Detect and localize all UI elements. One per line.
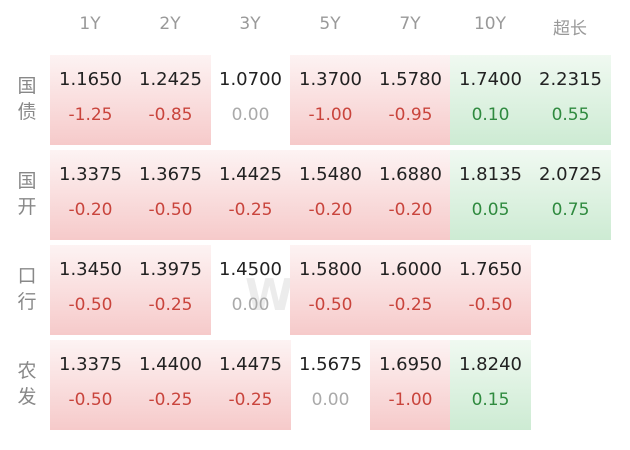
- cell: 1.2425 -0.85: [130, 55, 211, 145]
- change-value: -0.50: [68, 390, 113, 410]
- change-value: -0.95: [388, 105, 433, 125]
- cell: 1.6000 -0.25: [370, 245, 451, 335]
- change-value: -0.20: [308, 200, 353, 220]
- yield-value: 1.6880: [379, 164, 442, 185]
- yield-value: 2.2315: [539, 69, 602, 90]
- column-header: 2Y: [159, 14, 181, 34]
- yield-value: 1.4400: [139, 354, 202, 375]
- cell: 1.7400 0.10: [450, 55, 531, 145]
- yield-value: 1.6950: [379, 354, 442, 375]
- yield-value: 1.7400: [459, 69, 522, 90]
- change-value: 0.00: [311, 390, 350, 410]
- change-value: -0.50: [68, 295, 113, 315]
- yield-value: 1.8240: [459, 354, 522, 375]
- cell: 1.5800 -0.50: [290, 245, 371, 335]
- cell: 1.8135 0.05: [450, 150, 531, 240]
- change-value: -0.50: [308, 295, 353, 315]
- change-value: -0.25: [228, 390, 273, 410]
- row-label: 国债: [17, 75, 37, 123]
- change-value: 0.10: [471, 105, 510, 125]
- cell: 1.3450 -0.50: [50, 245, 131, 335]
- cell: 1.6950 -1.00: [370, 340, 451, 430]
- yield-value: 2.0725: [539, 164, 602, 185]
- row-label: 国开: [17, 170, 37, 218]
- cell: 1.5480 -0.20: [290, 150, 371, 240]
- cell: 1.3975 -0.25: [130, 245, 211, 335]
- cell: 1.8240 0.15: [450, 340, 531, 430]
- change-value: -1.00: [388, 390, 433, 410]
- change-value: -1.00: [308, 105, 353, 125]
- yield-value: 1.5675: [299, 354, 362, 375]
- yield-value: 1.3975: [139, 259, 202, 280]
- change-value: 0.15: [471, 390, 510, 410]
- change-value: -0.20: [388, 200, 433, 220]
- change-value: -0.25: [148, 390, 193, 410]
- change-value: 0.05: [471, 200, 510, 220]
- yield-value: 1.3375: [59, 164, 122, 185]
- cell: 1.7650 -0.50: [450, 245, 531, 335]
- cell: 1.3675 -0.50: [130, 150, 211, 240]
- cell: 1.1650 -1.25: [50, 55, 131, 145]
- column-header: 超长: [553, 19, 587, 39]
- change-value: 0.00: [231, 105, 270, 125]
- yield-value: 1.3675: [139, 164, 202, 185]
- yield-value: 1.1650: [59, 69, 122, 90]
- cell: 1.4400 -0.25: [130, 340, 211, 430]
- cell: 2.0725 0.75: [530, 150, 611, 240]
- change-value: -1.25: [68, 105, 113, 125]
- change-value: -0.25: [148, 295, 193, 315]
- column-header: 10Y: [473, 14, 507, 34]
- change-value: 0.55: [551, 105, 590, 125]
- yield-value: 1.4500: [219, 259, 282, 280]
- yield-value: 1.4475: [219, 354, 282, 375]
- column-header: 1Y: [79, 14, 101, 34]
- change-value: -0.85: [148, 105, 193, 125]
- change-value: -0.50: [468, 295, 513, 315]
- cell: 1.3375 -0.20: [50, 150, 131, 240]
- column-header: 3Y: [239, 14, 261, 34]
- change-value: -0.25: [388, 295, 433, 315]
- cell: 1.4475 -0.25: [210, 340, 291, 430]
- column-header: 5Y: [319, 14, 341, 34]
- cell: 1.4500 0.00: [210, 245, 291, 335]
- change-value: -0.50: [148, 200, 193, 220]
- column-header: 7Y: [399, 14, 421, 34]
- cell: 1.3700 -1.00: [290, 55, 371, 145]
- yield-value: 1.8135: [459, 164, 522, 185]
- cell: 2.2315 0.55: [530, 55, 611, 145]
- yield-value: 1.4425: [219, 164, 282, 185]
- cell: 1.5675 0.00: [290, 340, 371, 430]
- yield-value: 1.0700: [219, 69, 282, 90]
- cell: 1.0700 0.00: [210, 55, 291, 145]
- yield-value: 1.3700: [299, 69, 362, 90]
- yield-value: 1.5480: [299, 164, 362, 185]
- yield-value: 1.7650: [459, 259, 522, 280]
- change-value: -0.20: [68, 200, 113, 220]
- cell: 1.3375 -0.50: [50, 340, 131, 430]
- yield-value: 1.2425: [139, 69, 202, 90]
- change-value: -0.25: [228, 200, 273, 220]
- yield-value: 1.5800: [299, 259, 362, 280]
- row-label: 口行: [17, 265, 37, 313]
- change-value: 0.75: [551, 200, 590, 220]
- cell: 1.5780 -0.95: [370, 55, 451, 145]
- cell: 1.6880 -0.20: [370, 150, 451, 240]
- yield-value: 1.6000: [379, 259, 442, 280]
- yield-value: 1.5780: [379, 69, 442, 90]
- yield-value: 1.3450: [59, 259, 122, 280]
- change-value: 0.00: [231, 295, 270, 315]
- cell: 1.4425 -0.25: [210, 150, 291, 240]
- yield-value: 1.3375: [59, 354, 122, 375]
- row-label: 农发: [17, 360, 37, 408]
